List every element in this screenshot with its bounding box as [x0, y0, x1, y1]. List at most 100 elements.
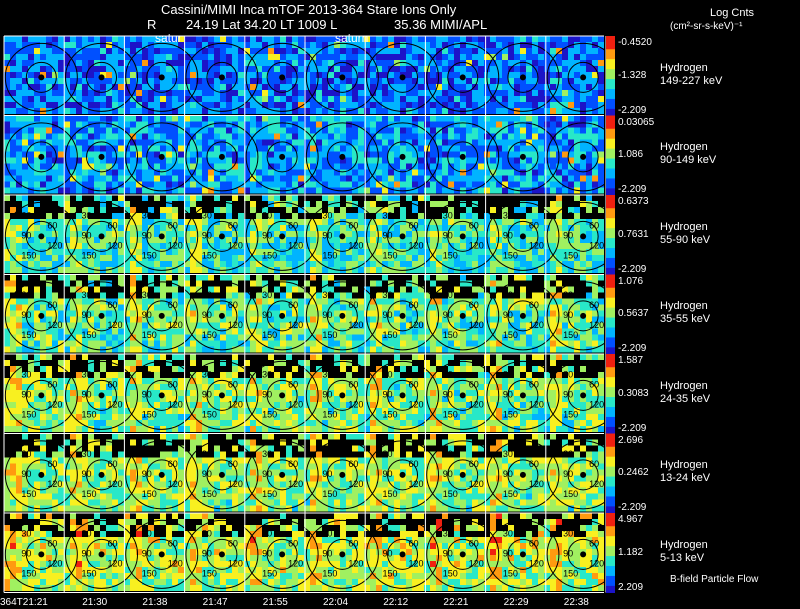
heatmap-cell	[22, 195, 28, 201]
heatmap-cell	[82, 127, 88, 134]
heatmap-cell	[238, 261, 244, 267]
heatmap-cell	[34, 66, 40, 72]
heatmap-cell	[46, 139, 52, 146]
heatmap-cell	[490, 267, 496, 273]
heatmap-cell	[358, 139, 364, 146]
heatmap-cell	[148, 298, 154, 305]
heatmap-cell	[124, 219, 130, 225]
heatmap-cell	[166, 219, 172, 225]
heatmap-cell	[10, 280, 16, 287]
heatmap-cell	[562, 292, 568, 299]
heatmap-cell	[262, 195, 268, 201]
heatmap-cell	[262, 286, 268, 293]
heatmap-cell	[46, 36, 52, 42]
colorbar-step	[606, 208, 615, 213]
heatmap-cell	[286, 207, 292, 213]
heatmap-cell	[226, 60, 232, 66]
heatmap-cell	[148, 243, 154, 249]
heatmap-cell	[256, 219, 262, 225]
heatmap-cell	[112, 127, 118, 134]
heatmap-cell	[508, 237, 514, 243]
heatmap-cell	[292, 36, 298, 42]
heatmap-cell	[526, 96, 532, 102]
heatmap-cell	[358, 243, 364, 249]
heatmap-cell	[190, 219, 196, 225]
saturn-marker	[339, 153, 346, 160]
heatmap-cell	[550, 42, 556, 48]
heatmap-cell	[220, 316, 226, 323]
heatmap-cell	[52, 72, 58, 78]
heatmap-cell	[28, 78, 34, 84]
heatmap-cell	[166, 316, 172, 323]
heatmap-cell	[94, 78, 100, 84]
heatmap-cell	[82, 310, 88, 317]
heatmap-cell	[10, 84, 16, 90]
heatmap-cell	[196, 292, 202, 299]
heatmap-cell	[538, 201, 544, 207]
heatmap-cell	[346, 169, 352, 176]
heatmap-cell	[580, 219, 586, 225]
heatmap-cell	[394, 36, 400, 42]
heatmap-cell	[256, 84, 262, 90]
heatmap-cell	[106, 310, 112, 317]
heatmap-cell	[496, 42, 502, 48]
heatmap-cell	[478, 72, 484, 78]
heatmap-cell	[364, 139, 370, 146]
heatmap-cell	[226, 84, 232, 90]
heatmap-cell	[478, 54, 484, 60]
heatmap-cell	[268, 225, 274, 231]
heatmap-cell	[412, 48, 418, 54]
heatmap-cell	[484, 133, 490, 140]
heatmap-cell	[556, 84, 562, 90]
saturn-marker	[519, 233, 526, 240]
heatmap-cell	[46, 292, 52, 299]
heatmap-cell	[538, 121, 544, 128]
heatmap-cell	[118, 243, 124, 249]
heatmap-cell	[16, 322, 22, 329]
heatmap-cell	[232, 207, 238, 213]
heatmap-cell	[436, 127, 442, 134]
heatmap-cell	[238, 36, 244, 42]
heatmap-cell	[514, 127, 520, 134]
heatmap-cell	[568, 163, 574, 170]
heatmap-cell	[358, 96, 364, 102]
heatmap-cell	[250, 286, 256, 293]
heatmap-cell	[526, 201, 532, 207]
heatmap-cell	[316, 225, 322, 231]
heatmap-cell	[130, 60, 136, 66]
heatmap-cell	[88, 36, 94, 42]
heatmap-cell	[424, 121, 430, 128]
heatmap-cell	[550, 133, 556, 140]
heatmap-cell	[202, 175, 208, 182]
heatmap-cell	[460, 219, 466, 225]
contour-label: 150	[383, 250, 398, 260]
colorbar-step	[606, 82, 615, 87]
heatmap-cell	[154, 127, 160, 134]
heatmap-cell	[490, 316, 496, 323]
heatmap-cell	[568, 139, 574, 146]
heatmap-cell	[538, 274, 544, 281]
heatmap-cell	[490, 108, 496, 114]
heatmap-cell	[562, 121, 568, 128]
heatmap-cell	[70, 261, 76, 267]
heatmap-cell	[142, 219, 148, 225]
heatmap-cell	[292, 72, 298, 78]
heatmap-cell	[118, 304, 124, 311]
heatmap-cell	[208, 72, 214, 78]
heatmap-cell	[178, 187, 184, 194]
heatmap-cell	[544, 145, 550, 152]
heatmap-cell	[160, 255, 166, 261]
heatmap-cell	[166, 249, 172, 255]
heatmap-cell	[526, 195, 532, 201]
heatmap-cell	[268, 261, 274, 267]
heatmap-cell	[592, 169, 598, 176]
heatmap-cell	[436, 201, 442, 207]
heatmap-cell	[184, 42, 190, 48]
heatmap-cell	[40, 280, 46, 287]
heatmap-cell	[130, 249, 136, 255]
heatmap-cell	[112, 66, 118, 72]
heatmap-cell	[172, 310, 178, 317]
heatmap-cell	[346, 280, 352, 287]
heatmap-cell	[82, 96, 88, 102]
heatmap-cell	[598, 42, 604, 48]
